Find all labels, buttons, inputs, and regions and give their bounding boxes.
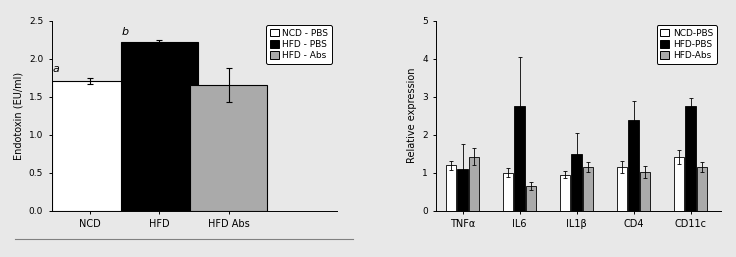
Bar xyxy=(640,172,650,211)
Bar xyxy=(560,175,570,211)
Bar xyxy=(514,106,525,211)
Y-axis label: Relative expression: Relative expression xyxy=(406,68,417,163)
Text: a: a xyxy=(53,64,60,74)
Bar xyxy=(457,169,468,211)
Bar xyxy=(52,81,129,211)
Text: a: a xyxy=(191,52,198,62)
Bar xyxy=(674,157,684,211)
Bar xyxy=(446,165,456,211)
Text: b: b xyxy=(122,27,129,37)
Bar xyxy=(685,106,696,211)
Bar xyxy=(629,120,639,211)
Bar xyxy=(190,85,267,211)
Bar xyxy=(121,42,198,211)
Bar xyxy=(526,186,537,211)
Bar xyxy=(469,157,479,211)
Bar xyxy=(617,167,627,211)
Legend: NCD-PBS, HFD-PBS, HFD-Abs: NCD-PBS, HFD-PBS, HFD-Abs xyxy=(657,25,717,64)
Y-axis label: Endotoxin (EU/ml): Endotoxin (EU/ml) xyxy=(13,72,24,160)
Bar xyxy=(503,173,514,211)
Bar xyxy=(571,154,582,211)
Bar xyxy=(697,167,707,211)
Bar xyxy=(583,167,593,211)
Legend: NCD - PBS, HFD - PBS, HFD - Abs: NCD - PBS, HFD - PBS, HFD - Abs xyxy=(266,25,332,64)
